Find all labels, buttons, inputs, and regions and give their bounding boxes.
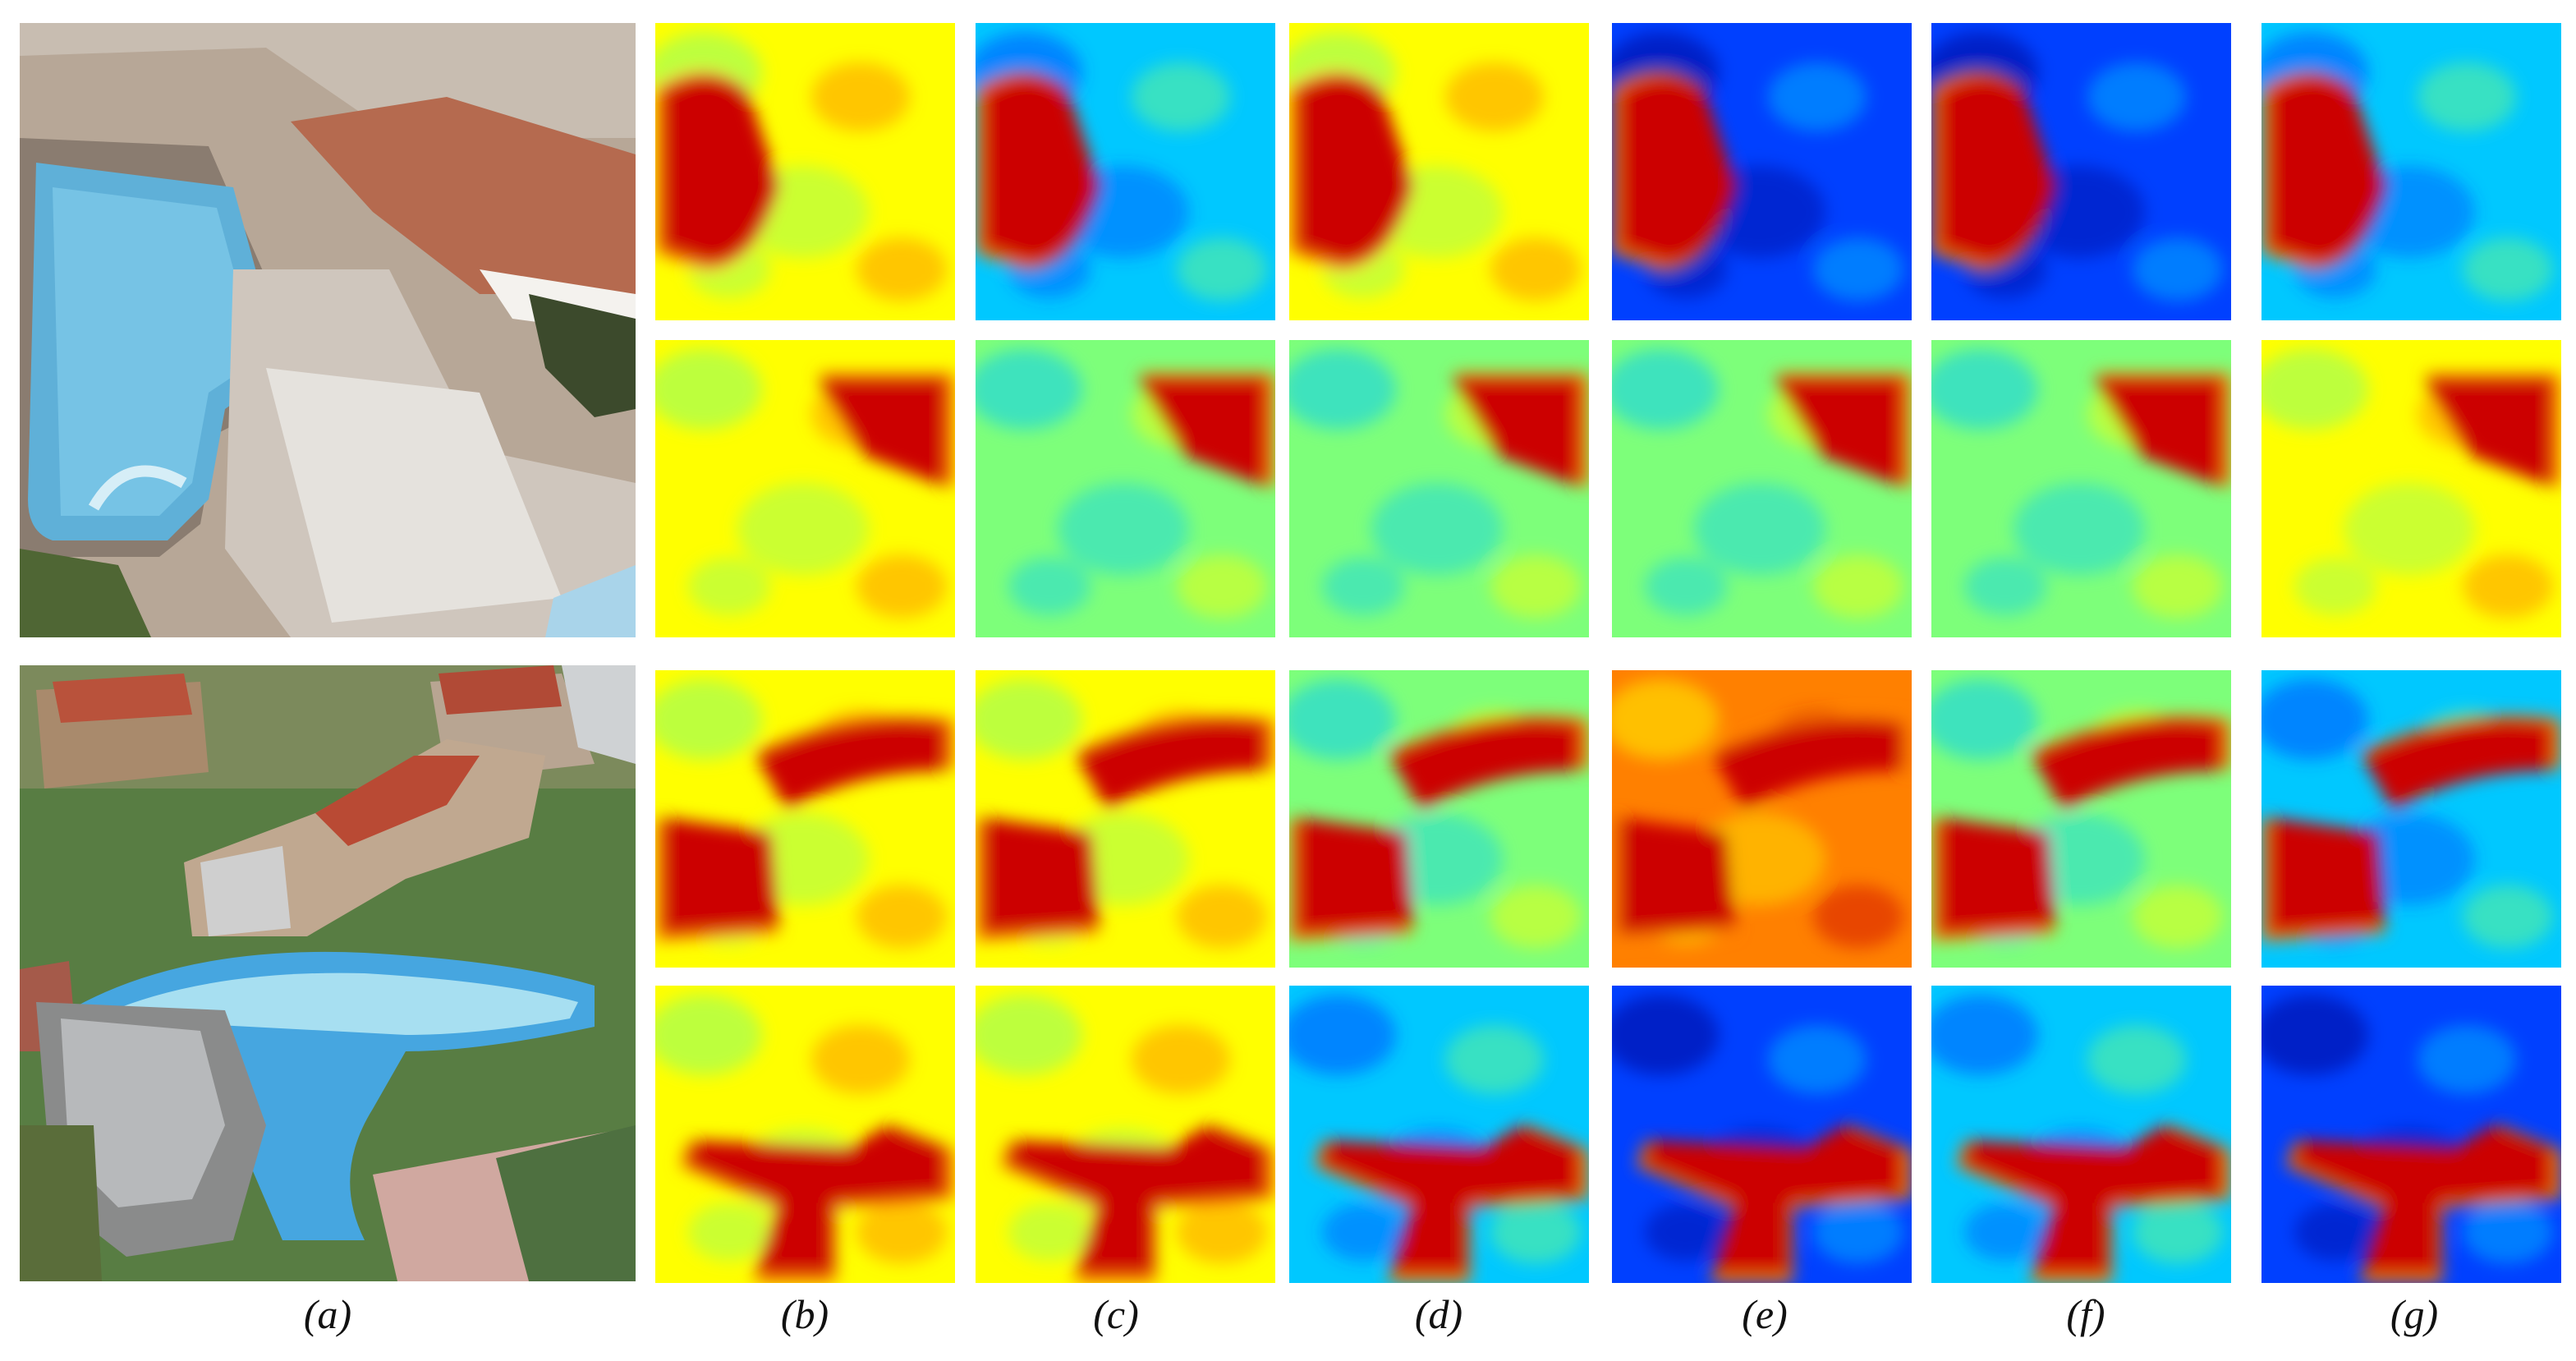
label-a: (a) [303,1291,352,1337]
heatmap-g1 [2261,23,2561,320]
heatmap-f4 [1931,986,2231,1283]
aerial-photo-bottom [20,665,636,1281]
heatmap-e1 [1612,23,1912,320]
heatmap-e4 [1612,986,1912,1283]
heatmap-c2 [976,340,1275,637]
heatmap-d4 [1289,986,1589,1283]
heatmap-f3 [1931,670,2231,968]
heatmap-e3 [1612,670,1912,968]
heatmap-b4 [655,986,955,1283]
heatmap-d2 [1289,340,1589,637]
label-d: (d) [1414,1291,1463,1337]
heatmap-g4 [2261,986,2561,1283]
heatmap-c4 [976,986,1275,1283]
label-b: (b) [780,1291,829,1337]
label-g: (g) [2390,1291,2439,1337]
heatmap-d3 [1289,670,1589,968]
heatmap-f1 [1931,23,2231,320]
heatmap-b2 [655,340,955,637]
heatmap-c3 [976,670,1275,968]
heatmap-c1 [976,23,1275,320]
heatmap-g2 [2261,340,2561,637]
heatmap-g3 [2261,670,2561,968]
heatmap-b3 [655,670,955,968]
aerial-photo-top [20,23,636,637]
heatmap-b1 [655,23,955,320]
heatmap-e2 [1612,340,1912,637]
label-f: (f) [2066,1291,2105,1337]
label-e: (e) [1742,1291,1788,1337]
label-c: (c) [1093,1291,1139,1337]
heatmap-d1 [1289,23,1589,320]
heatmap-f2 [1931,340,2231,637]
